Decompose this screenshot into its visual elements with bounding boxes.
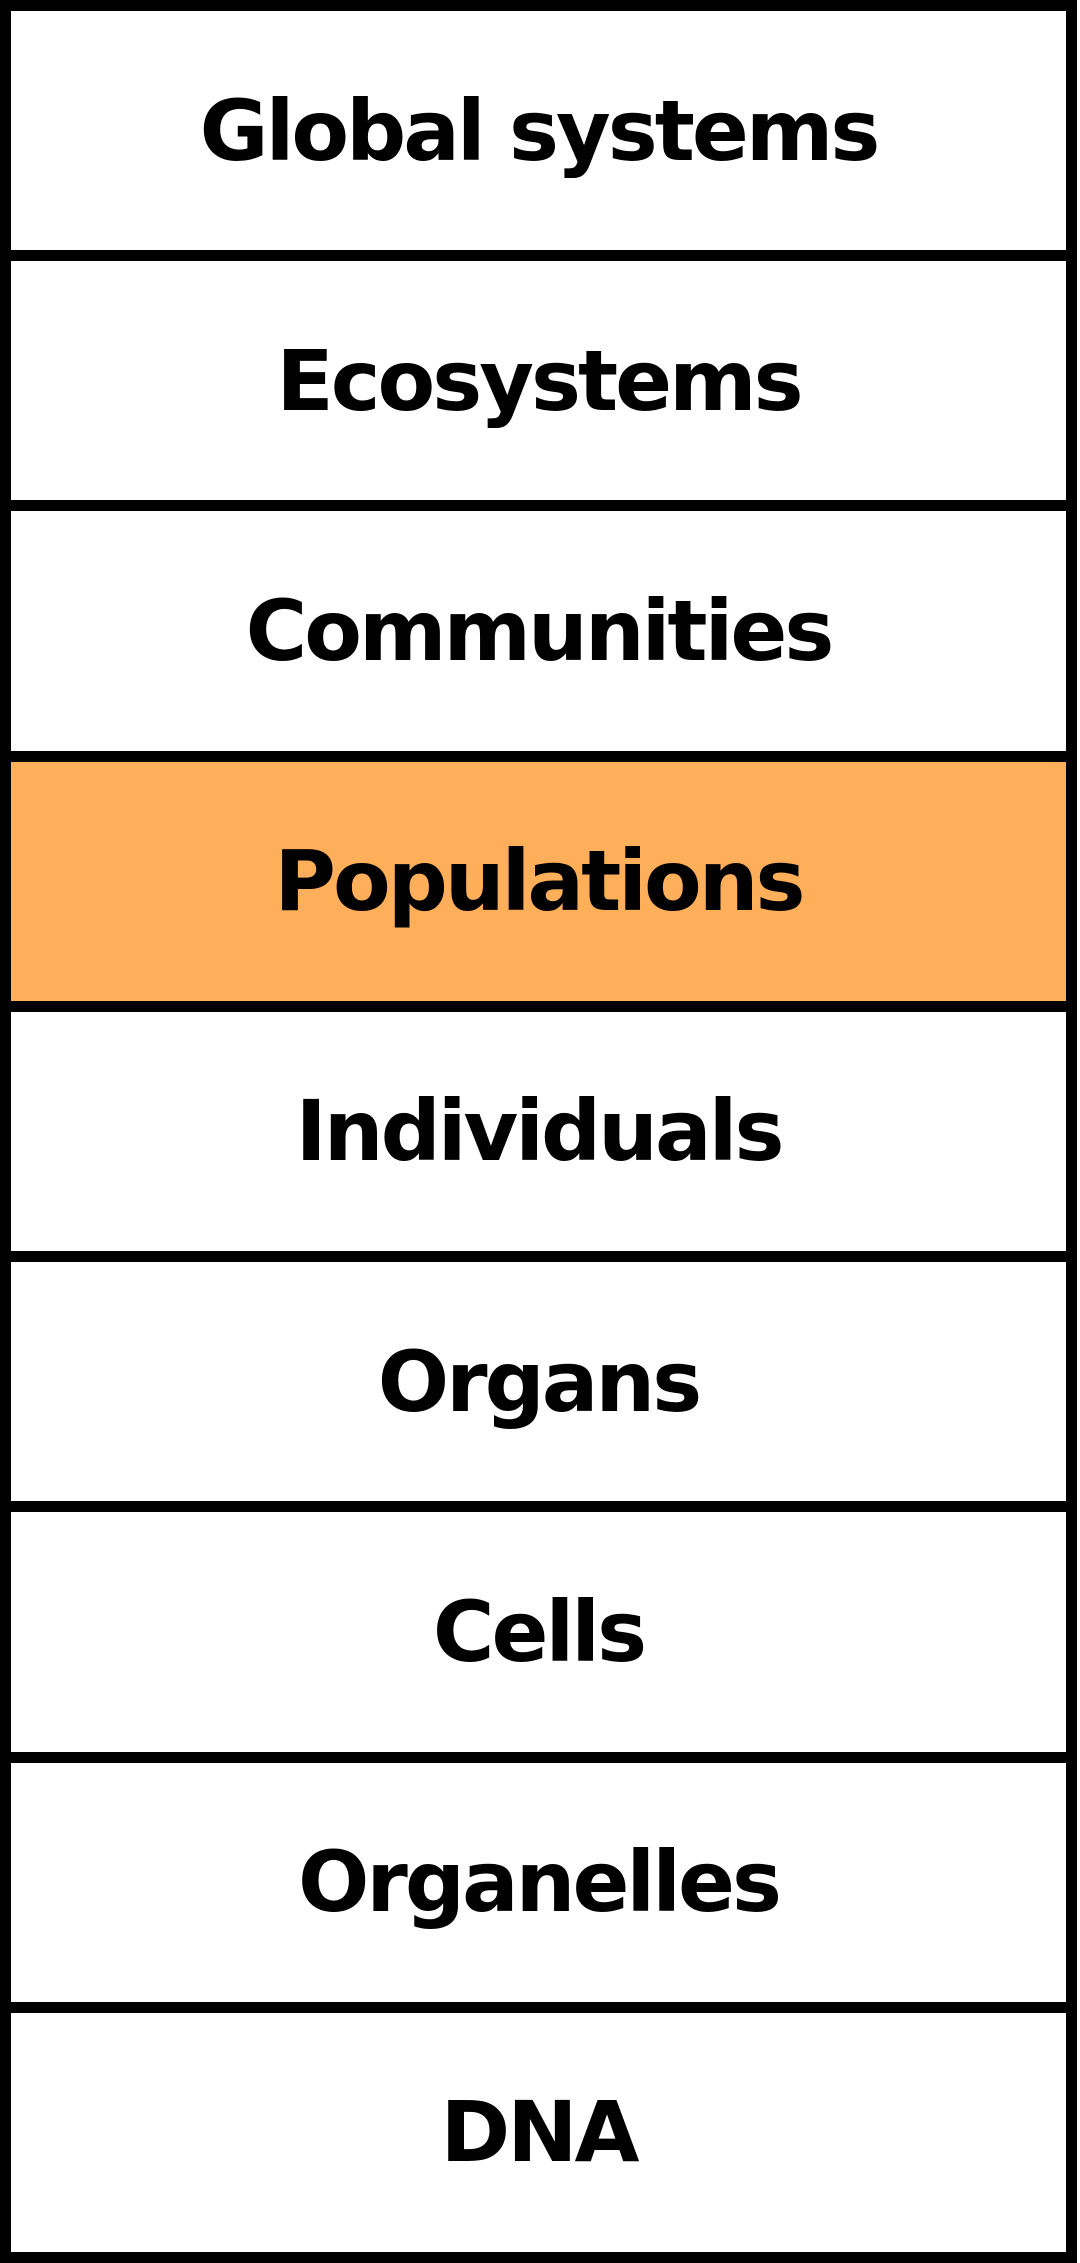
level-individuals: Individuals	[11, 1000, 1066, 1252]
level-communities: Communities	[11, 500, 1066, 751]
level-global-systems: Global systems	[11, 11, 1066, 251]
level-label: Individuals	[295, 1082, 785, 1181]
level-label: Populations	[274, 832, 805, 931]
level-label: Ecosystems	[276, 331, 803, 430]
level-organs: Organs	[11, 1251, 1066, 1502]
level-label: Cells	[432, 1582, 647, 1681]
level-ecosystems: Ecosystems	[11, 250, 1066, 501]
level-label: Organs	[377, 1332, 702, 1431]
level-populations: Populations	[11, 750, 1066, 1001]
level-label: Organelles	[298, 1833, 782, 1932]
level-label: Global systems	[199, 81, 881, 180]
level-label: Communities	[245, 582, 835, 681]
level-cells: Cells	[11, 1501, 1066, 1752]
level-label: DNA	[440, 2083, 639, 2182]
level-dna: DNA	[11, 2001, 1066, 2252]
level-organelles: Organelles	[11, 1751, 1066, 2002]
